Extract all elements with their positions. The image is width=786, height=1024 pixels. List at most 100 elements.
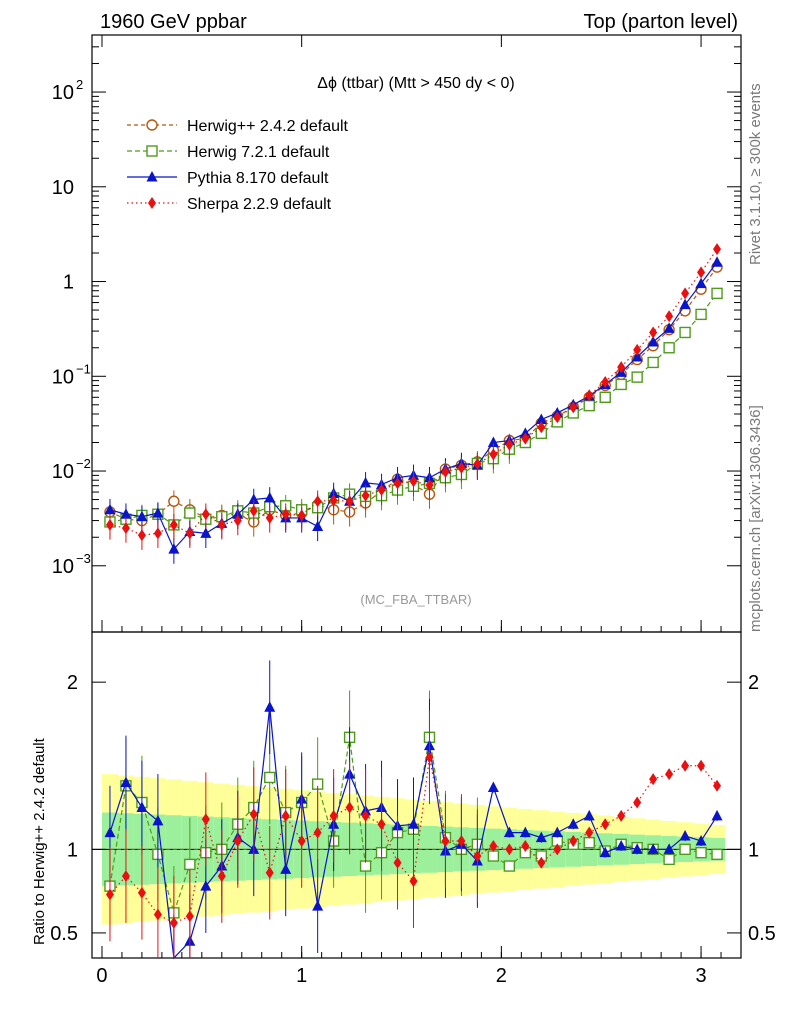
ratio-y-tick-label-right: 1 — [748, 839, 759, 861]
ratio-point — [679, 829, 691, 841]
ratio-point — [152, 814, 164, 826]
data-point — [583, 399, 595, 412]
data-point — [665, 310, 674, 323]
ratio-point — [647, 843, 659, 854]
data-point — [553, 411, 562, 424]
ratio-point — [487, 781, 499, 792]
ratio-point — [665, 768, 674, 781]
legend-label: Herwig 7.2.1 default — [187, 144, 330, 161]
data-point — [695, 277, 707, 289]
header-right: Top (parton level) — [583, 11, 738, 33]
ratio-point — [281, 809, 290, 822]
y-tick-label: 10 — [52, 177, 74, 199]
data-point — [615, 378, 627, 391]
x-tick-label: 0 — [96, 965, 107, 987]
data-point — [121, 522, 130, 535]
data-point — [697, 266, 706, 279]
ratio-point — [521, 839, 530, 852]
ratio-point — [137, 886, 146, 899]
ratio-point — [217, 870, 226, 883]
y-tick-exponent: 2 — [76, 77, 83, 92]
data-point — [521, 432, 530, 445]
ratio-point — [200, 880, 212, 891]
ratio-point — [503, 860, 516, 872]
data-point — [505, 438, 514, 451]
data-point — [487, 436, 499, 448]
data-point — [633, 343, 642, 356]
ratio-point — [457, 834, 466, 847]
data-point — [535, 413, 547, 424]
ratio-point — [345, 801, 354, 814]
ratio-point — [663, 853, 675, 866]
ratio-point — [663, 843, 675, 854]
data-point — [393, 477, 402, 490]
legend-marker — [146, 171, 158, 182]
ratio-point — [409, 875, 418, 888]
ratio-point — [599, 846, 611, 858]
ratio-point — [169, 916, 178, 929]
ratio-point — [535, 831, 547, 843]
data-point — [713, 243, 722, 256]
y-tick-exponent: −1 — [76, 361, 91, 376]
legend-entry: Sherpa 2.2.9 default — [127, 196, 332, 213]
data-point — [663, 322, 675, 333]
ratio-point — [441, 834, 450, 847]
analysis-label: (MC_FBA_TTBAR) — [360, 592, 471, 607]
y-tick-label: 10 — [52, 461, 74, 483]
data-point — [168, 543, 180, 554]
ratio-point — [631, 843, 643, 854]
data-point — [679, 298, 691, 310]
data-point — [457, 461, 466, 474]
ratio-point — [393, 856, 402, 869]
ratio-point — [583, 809, 595, 821]
data-point — [425, 479, 434, 492]
y-tick-exponent: −3 — [76, 551, 91, 566]
y-tick-label: 1 — [63, 272, 74, 294]
legend-marker — [146, 145, 158, 157]
data-point — [441, 465, 450, 478]
data-point — [200, 527, 212, 538]
data-point — [249, 504, 258, 517]
ratio-point — [569, 834, 578, 847]
legend-label: Herwig++ 2.4.2 default — [187, 118, 349, 135]
series-pythia-8-170-default — [104, 256, 723, 564]
ratio-point — [297, 834, 306, 847]
x-tick-label: 1 — [296, 965, 307, 987]
ratio-point — [567, 818, 579, 829]
ratio-point — [679, 843, 691, 856]
ratio-point — [361, 809, 370, 822]
ratio-point — [249, 808, 258, 821]
ratio-point — [264, 771, 276, 784]
y-tick-exponent: −2 — [76, 456, 91, 471]
ratio-point — [601, 818, 610, 831]
ratio-point — [265, 866, 274, 879]
data-point — [105, 518, 114, 531]
ratio-y-axis-label: Ratio to Herwig++ 2.4.2 default — [31, 737, 48, 945]
data-point — [617, 361, 626, 374]
ratio-point — [553, 843, 562, 856]
data-point — [313, 495, 322, 508]
ratio-point — [519, 826, 531, 838]
ratio-point — [695, 834, 707, 846]
header-left: 1960 GeV ppbar — [100, 11, 247, 33]
data-point — [631, 350, 643, 362]
rivet-label: Rivet 3.1.10, ≥ 300k events — [747, 83, 764, 265]
legend-entry: Pythia 8.170 default — [127, 170, 329, 187]
data-point — [137, 529, 146, 542]
ratio-point — [711, 848, 723, 861]
ratio-point — [313, 826, 322, 839]
ratio-y-tick-label: 1 — [67, 839, 78, 861]
ratio-point — [711, 809, 723, 821]
ratio-point — [184, 858, 196, 871]
data-point — [360, 476, 372, 488]
data-point — [201, 508, 210, 521]
ratio-y-tick-label: 0.5 — [50, 923, 78, 945]
data-point — [217, 518, 226, 531]
data-point — [489, 448, 498, 461]
ratio-point — [120, 776, 132, 787]
data-point — [585, 389, 594, 402]
data-point — [537, 421, 546, 434]
ratio-point — [537, 856, 546, 869]
